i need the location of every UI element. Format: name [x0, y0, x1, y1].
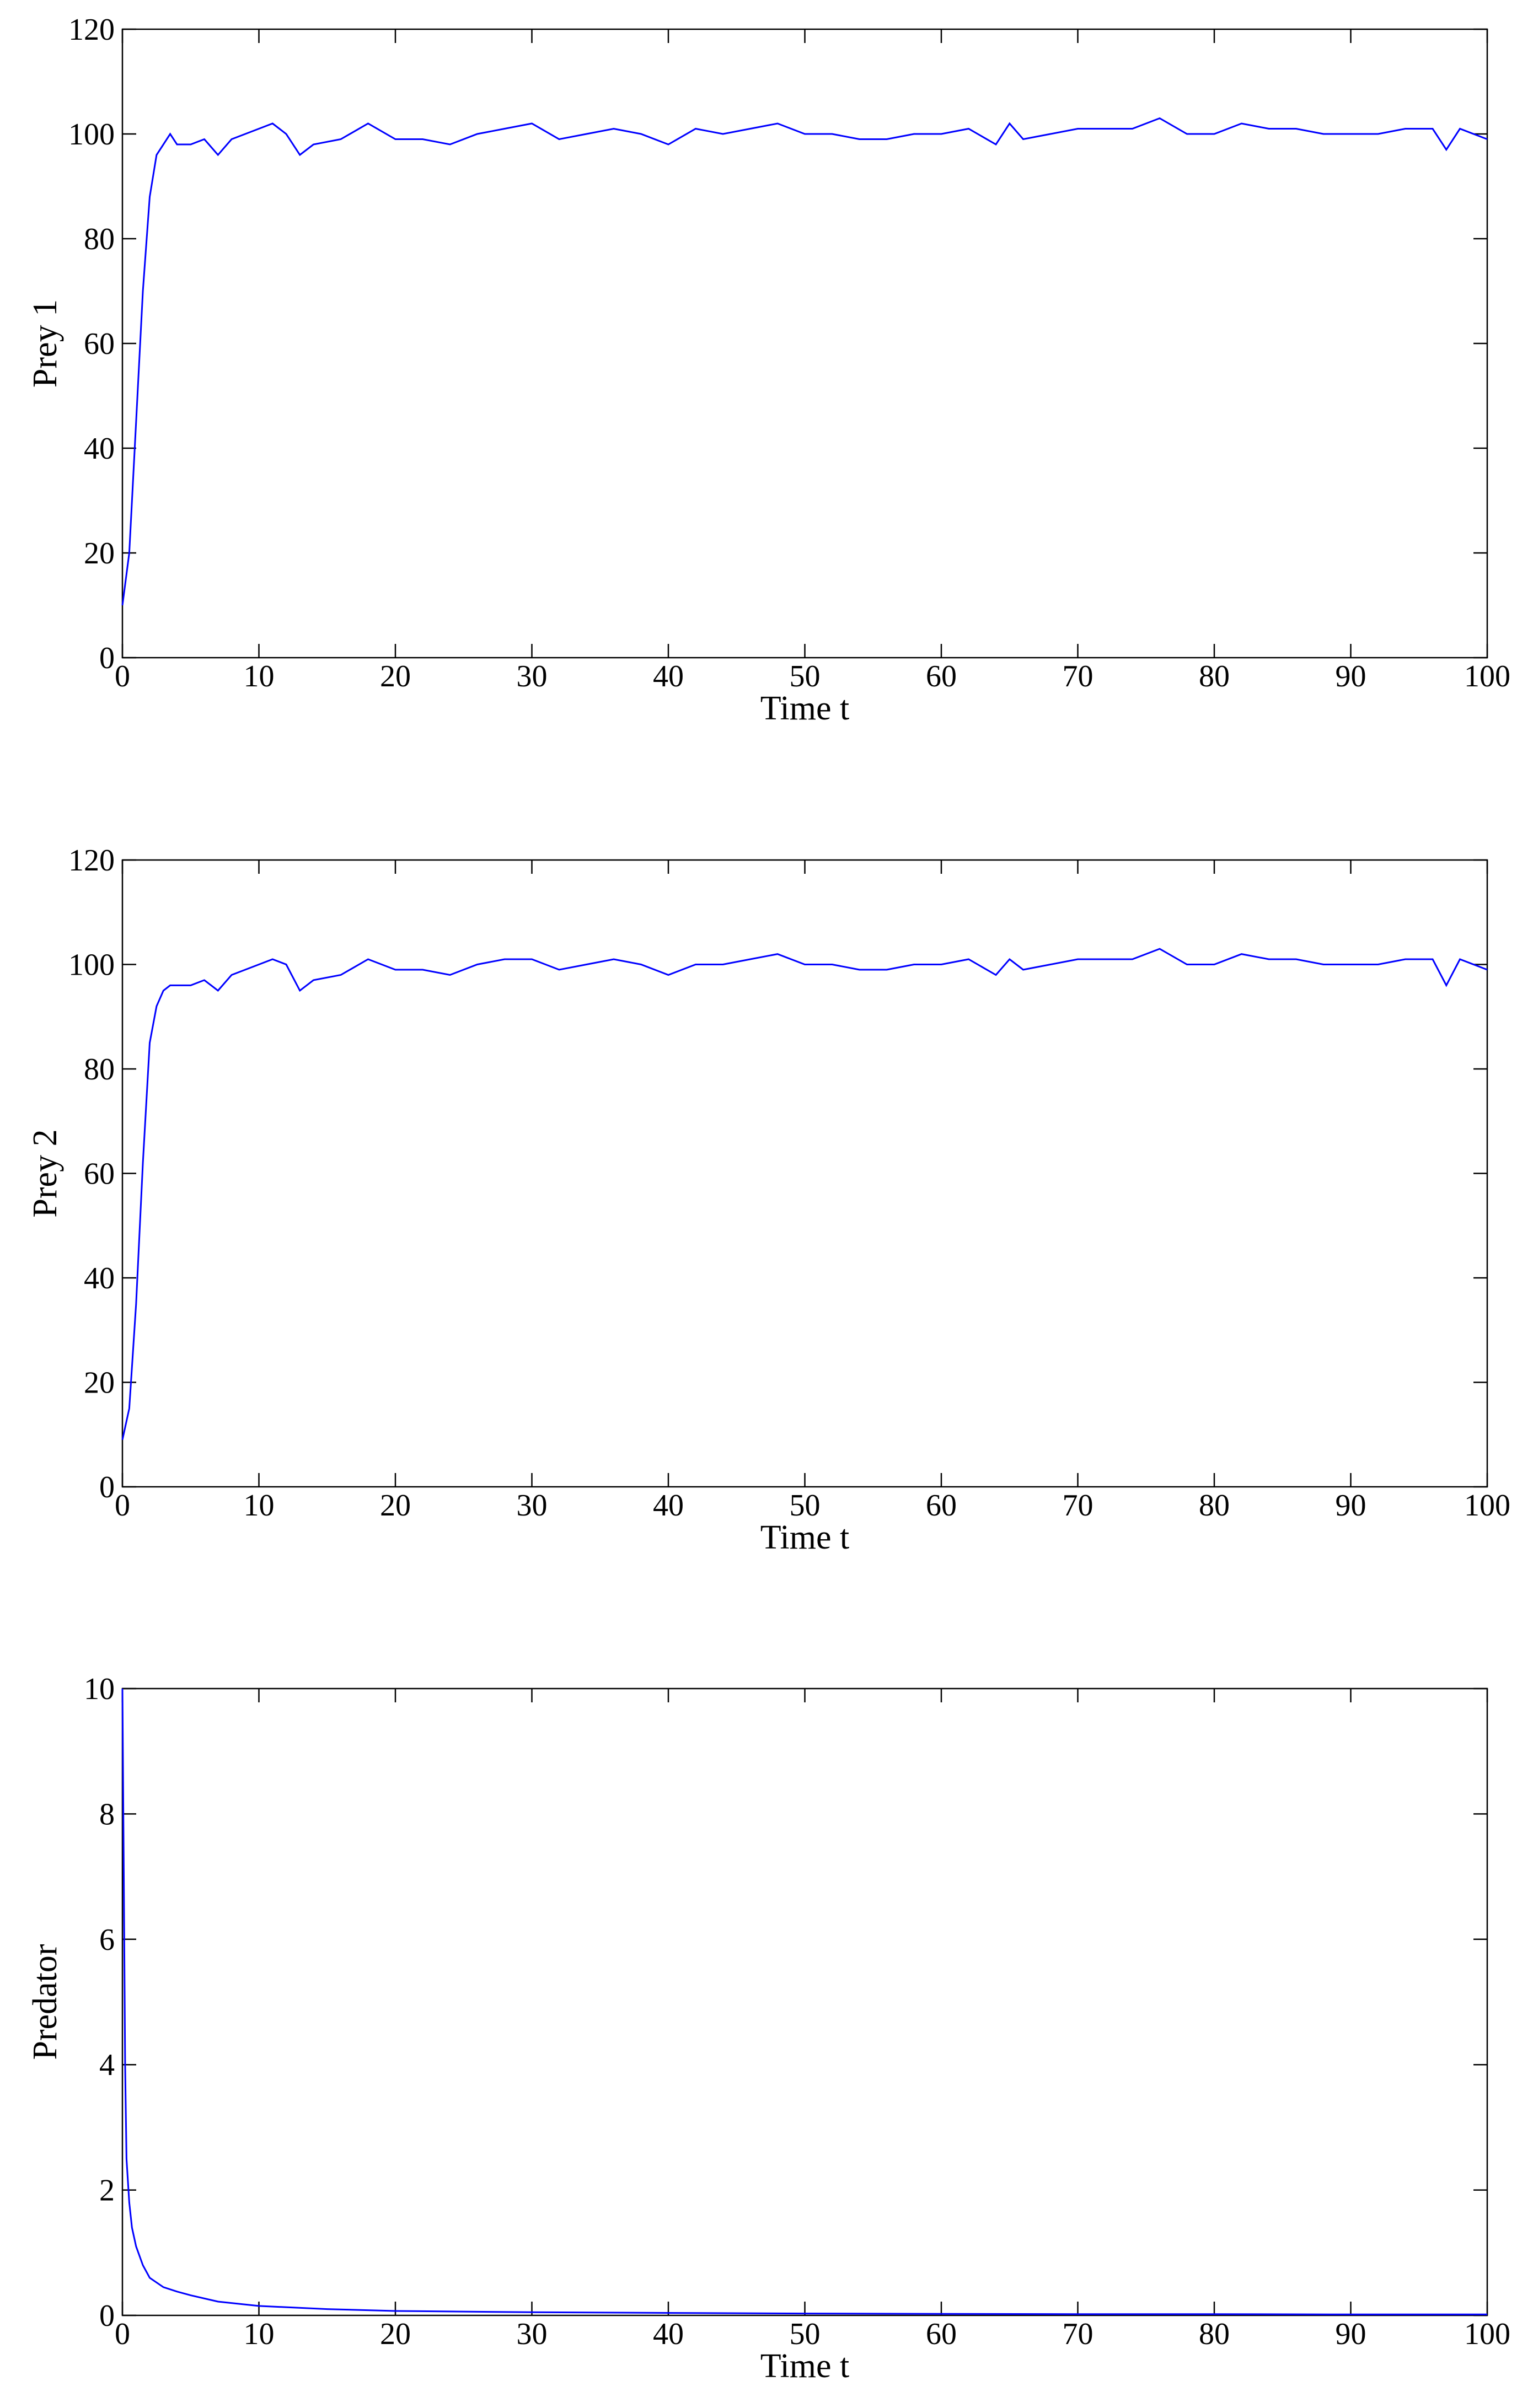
x-tick-label: 70 — [1063, 2317, 1094, 2351]
x-tick-label: 30 — [517, 1488, 548, 1523]
x-tick-label: 80 — [1199, 2317, 1230, 2351]
x-tick-label: 60 — [926, 2317, 957, 2351]
y-axis-label: Predator — [26, 1944, 64, 2060]
x-tick-label: 80 — [1199, 1488, 1230, 1523]
x-tick-label: 40 — [653, 1488, 684, 1523]
y-tick-label: 40 — [84, 1261, 115, 1296]
y-tick-label: 20 — [84, 1366, 115, 1400]
axes-box — [121, 859, 1488, 1488]
data-line — [121, 117, 1488, 606]
y-tick-label: 10 — [84, 1672, 115, 1706]
x-tick-label: 90 — [1336, 659, 1366, 694]
x-tick-label: 40 — [653, 2317, 684, 2351]
y-tick-label: 80 — [84, 222, 115, 256]
x-tick-label: 10 — [244, 659, 275, 694]
axes-box — [121, 28, 1488, 659]
x-tick-label: 60 — [926, 659, 957, 694]
data-line — [121, 1688, 1487, 2315]
x-tick-label: 20 — [380, 1488, 411, 1523]
x-tick-label: 10 — [244, 2317, 275, 2351]
y-axis-label: Prey 2 — [26, 1129, 64, 1217]
y-tick-label: 4 — [99, 2048, 115, 2082]
x-axis-label: Time t — [760, 1519, 849, 1556]
y-axis-label: Prey 1 — [26, 299, 64, 388]
x-tick-label: 100 — [1464, 659, 1510, 694]
x-tick-label: 20 — [380, 659, 411, 694]
y-tick-label: 0 — [99, 641, 115, 675]
axes-box — [121, 1687, 1488, 2316]
y-tick-label: 8 — [99, 1797, 115, 1831]
x-tick-label: 100 — [1464, 1488, 1510, 1523]
y-tick-label: 60 — [84, 1157, 115, 1191]
y-tick-label: 2 — [99, 2174, 115, 2208]
x-tick-label: 0 — [115, 659, 130, 694]
y-tick-label: 0 — [99, 1470, 115, 1504]
x-tick-label: 40 — [653, 659, 684, 694]
y-tick-label: 100 — [68, 117, 115, 152]
x-tick-label: 90 — [1336, 1488, 1366, 1523]
y-tick-label: 6 — [99, 1923, 115, 1957]
x-tick-label: 100 — [1464, 2317, 1510, 2351]
x-axis-label: Time t — [760, 2347, 849, 2385]
data-line — [121, 948, 1488, 1440]
x-tick-label: 20 — [380, 2317, 411, 2351]
y-tick-label: 100 — [68, 948, 115, 982]
x-tick-label: 30 — [517, 2317, 548, 2351]
y-tick-label: 20 — [84, 536, 115, 571]
x-axis-label: Time t — [760, 690, 849, 727]
x-tick-label: 70 — [1063, 1488, 1094, 1523]
x-tick-label: 10 — [244, 1488, 275, 1523]
y-tick-label: 120 — [68, 843, 115, 878]
x-tick-label: 50 — [790, 1488, 821, 1523]
x-tick-label: 80 — [1199, 659, 1230, 694]
y-tick-label: 40 — [84, 432, 115, 466]
x-tick-label: 70 — [1063, 659, 1094, 694]
y-tick-label: 80 — [84, 1052, 115, 1087]
y-tick-label: 0 — [99, 2299, 115, 2333]
x-tick-label: 30 — [517, 659, 548, 694]
x-tick-label: 60 — [926, 1488, 957, 1523]
x-tick-label: 0 — [115, 1488, 130, 1523]
y-tick-label: 60 — [84, 327, 115, 361]
x-tick-label: 90 — [1336, 2317, 1366, 2351]
x-tick-label: 0 — [115, 2317, 130, 2351]
x-tick-label: 50 — [790, 2317, 821, 2351]
y-tick-label: 120 — [68, 13, 115, 47]
x-tick-label: 50 — [790, 659, 821, 694]
